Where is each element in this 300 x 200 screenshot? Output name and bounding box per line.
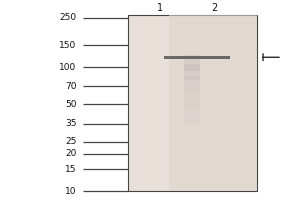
Text: 70: 70	[65, 82, 76, 91]
Bar	[184, 92, 200, 108]
Text: 100: 100	[59, 63, 76, 72]
Bar	[128, 15, 256, 191]
Bar	[184, 76, 200, 92]
Text: 50: 50	[65, 100, 76, 109]
Bar	[184, 64, 200, 80]
Text: 250: 250	[59, 13, 76, 22]
Text: 1: 1	[158, 3, 164, 13]
Bar	[184, 107, 200, 123]
Text: 20: 20	[65, 149, 76, 158]
Text: 25: 25	[65, 137, 76, 146]
Text: 10: 10	[65, 186, 76, 195]
Text: 35: 35	[65, 119, 76, 128]
Text: 150: 150	[59, 41, 76, 50]
Bar	[164, 56, 230, 59]
Text: 2: 2	[212, 3, 218, 13]
Bar	[184, 55, 200, 71]
Text: 15: 15	[65, 165, 76, 174]
Bar	[169, 15, 256, 191]
